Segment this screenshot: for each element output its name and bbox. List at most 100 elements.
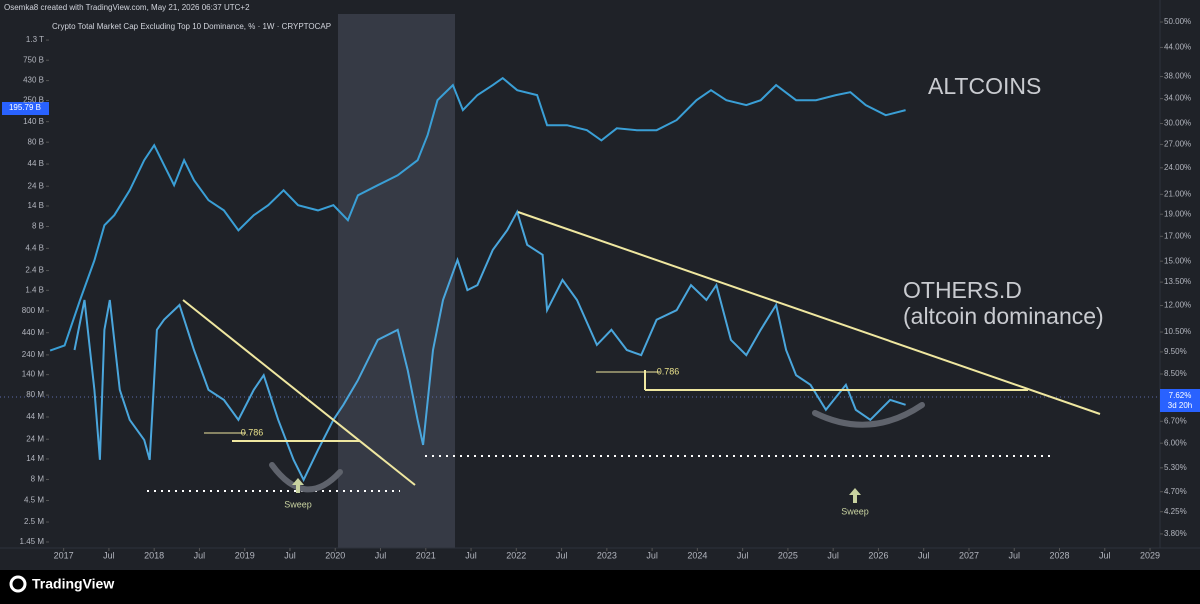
x-tick-label: Jul <box>194 550 206 560</box>
x-tick-label: 2029 <box>1140 550 1160 560</box>
drawings <box>182 211 1101 486</box>
y2-tick-label: 5.30% <box>1164 463 1187 472</box>
highlight-range <box>338 14 455 548</box>
series-layer <box>49 76 906 483</box>
x-tick-label: 2020 <box>325 550 345 560</box>
series-label: OTHERS.D <box>903 277 1022 303</box>
y2-tick-label: 4.25% <box>1164 507 1187 516</box>
y2-tick-label: 17.00% <box>1164 231 1191 240</box>
arcs <box>269 402 925 493</box>
x-tick-label: Jul <box>918 550 930 560</box>
y2-tick-label: 24.00% <box>1164 163 1191 172</box>
y-tick-label: 440 M <box>22 328 45 337</box>
y-tick-label: 4.4 B <box>25 243 44 252</box>
x-tick-label: 2024 <box>687 550 707 560</box>
y-tick-label: 44 B <box>28 159 44 168</box>
y2-tick-label: 3.80% <box>1164 529 1187 538</box>
y2-tick-label: 21.00% <box>1164 189 1191 198</box>
x-tick-label: 2022 <box>506 550 526 560</box>
y2-tick-label: 44.00% <box>1164 43 1191 52</box>
arrows <box>292 478 861 503</box>
arrow <box>292 478 304 493</box>
x-tick-label: 2018 <box>144 550 164 560</box>
y2-tick-label: 19.00% <box>1164 209 1191 218</box>
y2-tick-label: 27.00% <box>1164 140 1191 149</box>
y2-tick-label: 30.00% <box>1164 119 1191 128</box>
y-tick-label: 430 B <box>23 76 44 85</box>
y-tick-label: 14 M <box>26 454 44 463</box>
x-tick-label: 2017 <box>54 550 74 560</box>
y2-tick-label: 8.50% <box>1164 369 1187 378</box>
price-tag <box>2 102 49 115</box>
x-tick-label: Jul <box>465 550 477 560</box>
y-tick-label: 2.5 M <box>24 517 44 526</box>
footer-logo: TradingView <box>32 576 114 592</box>
y-tick-label: 1.45 M <box>20 537 45 546</box>
y-tick-label: 1.3 T <box>26 35 44 44</box>
price-label: 3d 20h <box>1168 401 1192 410</box>
arc <box>812 402 925 428</box>
y-tick-label: 80 B <box>28 137 44 146</box>
x-tick-label: 2026 <box>868 550 888 560</box>
x-tick-label: 2027 <box>959 550 979 560</box>
x-tick-label: Jul <box>1099 550 1111 560</box>
annotation: 0.786 <box>241 427 264 437</box>
y-tick-label: 24 M <box>26 434 44 443</box>
footer-bar <box>0 570 1200 604</box>
annotation: Sweep <box>284 499 312 509</box>
x-tick-label: 2028 <box>1049 550 1069 560</box>
trendline <box>182 299 416 486</box>
arc <box>269 462 343 493</box>
y-tick-label: 24 B <box>28 181 44 190</box>
y-tick-label: 8 B <box>32 222 44 231</box>
logo-icon <box>9 575 27 593</box>
price-tag <box>1160 389 1200 412</box>
y2-tick-label: 38.00% <box>1164 72 1191 81</box>
y-tick-label: 250 B <box>23 96 44 105</box>
x-tick-label: Jul <box>375 550 387 560</box>
header: Osemka8 created with TradingView.com, Ma… <box>4 3 250 12</box>
y-tick-label: 2.4 B <box>25 266 44 275</box>
x-tick-label: 2025 <box>778 550 798 560</box>
x-tick-label: Jul <box>556 550 568 560</box>
y2-tick-label: 4.70% <box>1164 487 1187 496</box>
y-tick-label: 140 B <box>23 117 44 126</box>
arrow <box>849 488 861 503</box>
y-tick-label: 1.4 B <box>25 285 44 294</box>
dotted-levels <box>147 455 1055 492</box>
y-tick-label: 750 B <box>23 55 44 64</box>
trendline <box>517 211 1101 415</box>
y2-tick-label: 34.00% <box>1164 94 1191 103</box>
y-tick-label: 44 M <box>26 412 44 421</box>
y2-tick-label: 12.00% <box>1164 301 1191 310</box>
y2-tick-label: 50.00% <box>1164 17 1191 26</box>
y-tick-label: 4.5 M <box>24 496 44 505</box>
x-tick-label: Jul <box>284 550 296 560</box>
background <box>0 0 1200 570</box>
y-tick-label: 80 M <box>26 390 44 399</box>
series-line <box>49 76 906 352</box>
x-tick-label: 2019 <box>235 550 255 560</box>
y2-tick-label: 15.00% <box>1164 256 1191 265</box>
y2-tick-label: 6.70% <box>1164 416 1187 425</box>
y-tick-label: 240 M <box>22 350 45 359</box>
price-label: 7.62% <box>1169 391 1192 400</box>
annotation: (altcoin dominance) <box>903 303 1104 329</box>
y2-tick-label: 9.50% <box>1164 347 1187 356</box>
y-tick-label: 14 B <box>28 201 44 210</box>
chart-title: Crypto Total Market Cap Excluding Top 10… <box>52 22 331 31</box>
price-label: 195.79 B <box>9 103 41 112</box>
y2-tick-label: 10.50% <box>1164 327 1191 336</box>
y-tick-label: 800 M <box>22 306 45 315</box>
x-tick-label: 2023 <box>597 550 617 560</box>
x-tick-label: Jul <box>1008 550 1020 560</box>
series-line <box>73 209 906 483</box>
y-tick-label: 8 M <box>31 475 45 484</box>
y-tick-label: 140 M <box>22 370 45 379</box>
x-tick-label: Jul <box>827 550 839 560</box>
x-tick-label: Jul <box>646 550 658 560</box>
series-label: ALTCOINS <box>928 73 1041 99</box>
x-tick-label: Jul <box>737 550 749 560</box>
annotation: 0.786 <box>657 366 680 376</box>
x-tick-label: 2021 <box>416 550 436 560</box>
